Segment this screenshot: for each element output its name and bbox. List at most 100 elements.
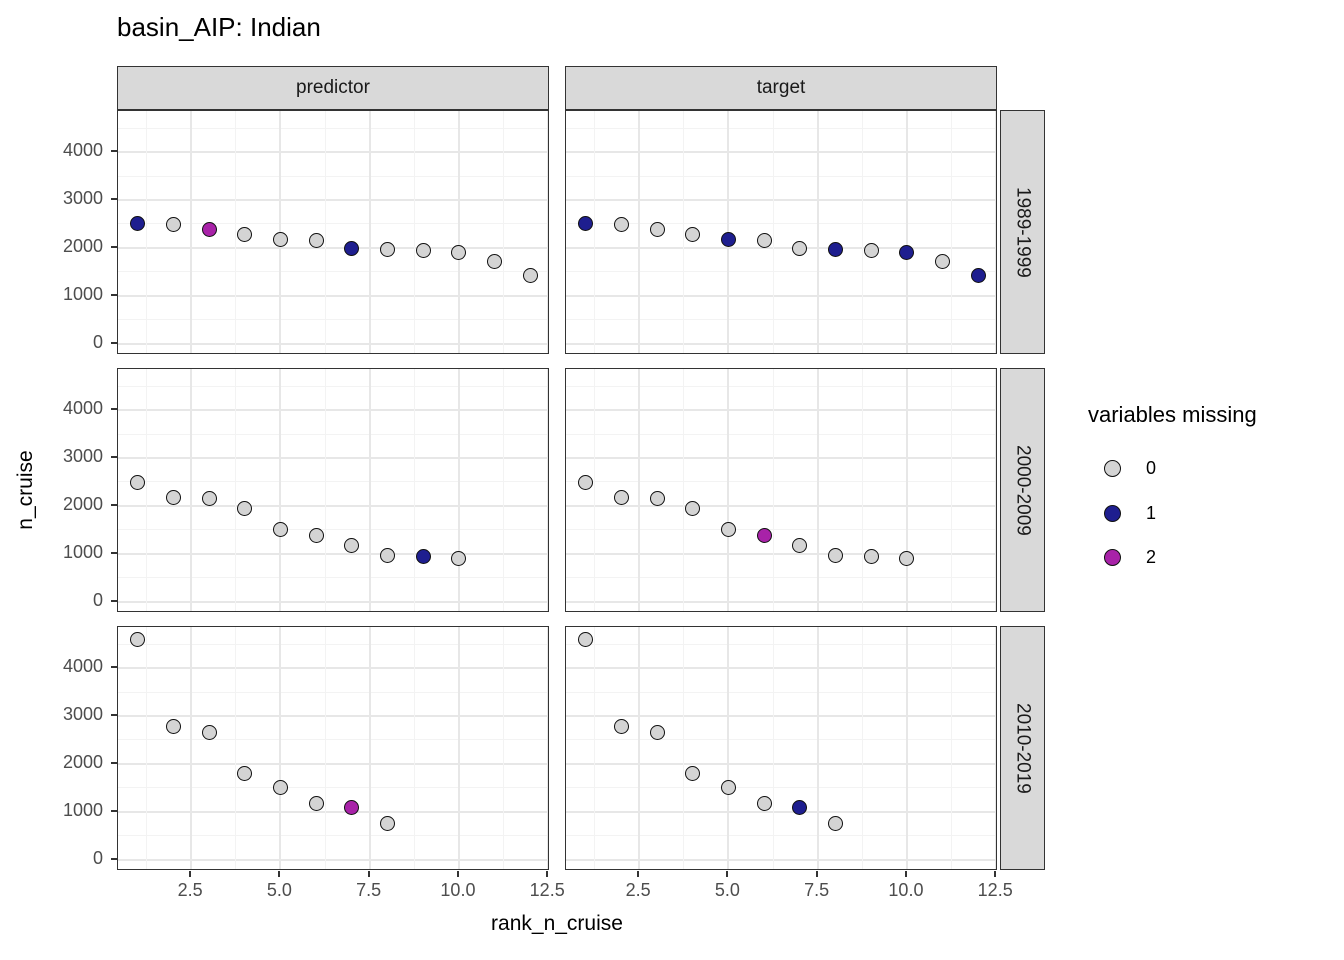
gridline-major: [638, 369, 641, 611]
gridline-major: [118, 858, 548, 861]
panel-predictor-1989-1999: [117, 110, 549, 354]
gridline-major: [190, 111, 193, 353]
data-point: [272, 522, 288, 538]
y-tick-label: 2000: [62, 751, 103, 772]
gridline-minor: [566, 271, 996, 273]
y-tick-mark: [111, 503, 117, 506]
gridline-major: [727, 369, 730, 611]
data-point: [720, 232, 736, 248]
gridline-major: [566, 552, 996, 555]
gridline-minor: [683, 111, 685, 353]
gridline-major: [566, 246, 996, 249]
x-tick-label: 5.0: [714, 880, 740, 900]
gridline-minor: [503, 627, 505, 869]
facet-strip-2000-2009: 2000-2009: [1000, 368, 1045, 612]
gridline-minor: [594, 627, 596, 869]
gridline-minor: [683, 369, 685, 611]
gridline-minor: [324, 627, 326, 869]
x-tick-label: 7.5: [804, 880, 830, 900]
gridline-minor: [118, 529, 548, 531]
plot-title: basin_AIP: Indian: [117, 12, 321, 42]
x-tick-mark: [904, 871, 907, 877]
y-tick-mark: [111, 857, 117, 860]
y-tick-mark: [111, 809, 117, 812]
gridline-major: [457, 627, 460, 869]
gridline-major: [566, 294, 996, 297]
gridline-minor: [594, 111, 596, 353]
data-point: [828, 242, 844, 258]
gridline-minor: [118, 643, 548, 645]
data-point: [899, 245, 915, 261]
data-point: [970, 267, 986, 283]
gridline-minor: [413, 111, 415, 353]
gridline-major: [118, 504, 548, 507]
panel-predictor-2010-2019: [117, 626, 549, 870]
data-point: [344, 538, 360, 554]
data-point: [613, 217, 629, 233]
gridline-minor: [118, 175, 548, 177]
data-point: [130, 631, 146, 647]
gridline-minor: [235, 111, 237, 353]
data-point: [451, 551, 467, 567]
panel-predictor-2000-2009: [117, 368, 549, 612]
x-tick-mark: [637, 871, 640, 877]
gridline-major: [118, 600, 548, 603]
y-tick-label: 2000: [62, 235, 103, 256]
data-point: [613, 719, 629, 735]
gridline-major: [118, 246, 548, 249]
gridline-major: [816, 627, 819, 869]
data-point: [828, 815, 844, 831]
gridline-major: [566, 342, 996, 345]
data-point: [308, 233, 324, 249]
y-tick-label: 3000: [62, 703, 103, 724]
facet-strip-label: 1989-1999: [1012, 186, 1034, 278]
gridline-major: [118, 762, 548, 765]
gridline-major: [368, 627, 371, 869]
data-point: [685, 226, 701, 242]
x-tick-mark: [189, 871, 192, 877]
legend-key-0-icon: [1104, 460, 1121, 477]
y-tick-label: 4000: [62, 398, 103, 419]
gridline-minor: [951, 111, 953, 353]
gridline-minor: [118, 385, 548, 387]
y-tick-mark: [111, 713, 117, 716]
facet-strip-target: target: [565, 66, 997, 110]
legend-key-2-icon: [1104, 549, 1121, 566]
gridline-major: [118, 409, 548, 412]
data-point: [451, 245, 467, 261]
gridline-major: [566, 714, 996, 717]
gridline-minor: [118, 223, 548, 225]
y-tick-mark: [111, 666, 117, 669]
facet-strip-1989-1999: 1989-1999: [1000, 110, 1045, 354]
gridline-minor: [861, 111, 863, 353]
gridline-major: [995, 627, 996, 869]
data-point: [237, 500, 253, 516]
data-point: [201, 221, 217, 237]
gridline-major: [566, 409, 996, 412]
data-point: [380, 815, 396, 831]
gridline-minor: [324, 369, 326, 611]
gridline-minor: [566, 529, 996, 531]
gridline-minor: [566, 577, 996, 579]
data-point: [201, 491, 217, 507]
gridline-minor: [413, 369, 415, 611]
gridline-minor: [118, 577, 548, 579]
data-point: [720, 780, 736, 796]
x-axis-title: rank_n_cruise: [491, 912, 623, 935]
gridline-major: [816, 111, 819, 353]
gridline-minor: [118, 835, 548, 837]
gridline-major: [547, 369, 548, 611]
y-tick-mark: [111, 455, 117, 458]
gridline-major: [190, 369, 193, 611]
x-tick-label: 12.5: [529, 880, 565, 900]
x-tick-mark: [367, 871, 370, 877]
legend-title: variables missing: [1088, 402, 1257, 427]
y-tick-mark: [111, 341, 117, 344]
x-tick-label: 10.0: [440, 880, 476, 900]
data-point: [415, 243, 431, 259]
data-point: [578, 215, 594, 231]
data-point: [935, 253, 951, 269]
data-point: [828, 547, 844, 563]
x-tick-mark: [546, 871, 549, 877]
y-tick-mark: [111, 293, 117, 296]
